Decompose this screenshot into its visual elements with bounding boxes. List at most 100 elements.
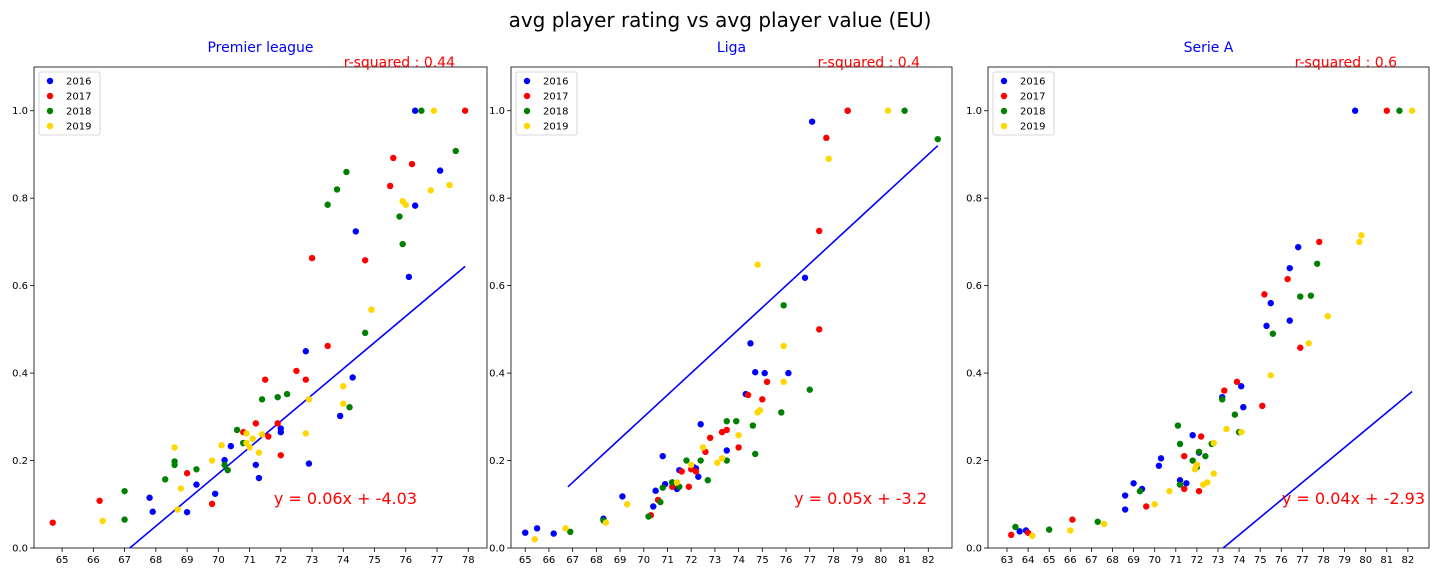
premier-league-point-2019 [446,181,453,189]
liga-point-2017 [678,468,685,475]
liga-point-2017 [744,391,752,399]
liga-axes-frame [510,66,953,549]
premier-league-point-2019 [243,430,250,437]
premier-league-legend-label-2019: 2019 [66,122,91,133]
premier-league-legend-marker-2016 [46,77,54,85]
liga-point-2018 [669,479,676,486]
serie-a-point-2018 [1045,526,1053,533]
premier-league-point-2016 [411,107,419,114]
liga-point-2017 [823,134,830,142]
serie-a-point-2017 [1316,238,1323,246]
liga-x-tick-label: 79 [851,555,864,566]
liga-point-2019 [562,525,569,532]
premier-league-point-2017 [277,452,285,459]
premier-league-x-tick-label: 72 [274,555,287,566]
liga-legend-label-2019: 2019 [543,122,568,133]
serie-a-point-2016 [1286,264,1293,272]
liga-point-2018 [659,484,666,491]
liga-point-2017 [685,483,693,490]
serie-a-x-tick-label: 69 [1127,555,1140,566]
premier-league-point-2016 [405,273,413,281]
liga-point-2018 [683,457,690,464]
premier-league-point-2019 [218,442,225,449]
premier-league-x-tick-label: 76 [399,555,412,566]
liga-title: Liga [717,40,746,56]
premier-league-x-tick-label: 74 [337,555,350,566]
premier-league-point-2017 [265,433,272,440]
premier-league-legend: 2016 2017 2018 2019 [38,71,101,136]
serie-a-point-2016 [1183,480,1190,487]
serie-a-point-2016 [1157,455,1165,462]
serie-a-point-2016 [1121,506,1129,513]
premier-league-x-tick-label: 69 [181,555,194,566]
liga-point-2019 [780,378,787,386]
premier-league-point-2016 [227,442,235,450]
premier-league-point-2018 [224,466,231,474]
premier-league-point-2016 [193,481,200,488]
liga-point-2019 [687,461,695,469]
liga-point-2017 [759,396,766,403]
liga-point-2018 [749,422,757,429]
liga-point-2019 [623,501,631,508]
serie-a-point-2019 [1324,313,1331,320]
serie-a-point-2017 [1259,402,1266,410]
liga-x-tick-label: 77 [803,555,816,566]
liga-point-2019 [531,536,538,543]
liga-point-2016 [785,369,792,377]
liga-x-tick-label: 76 [780,555,793,566]
liga-x-tick-label: 73 [709,555,722,566]
premier-league-point-2019 [258,431,266,438]
liga-point-2019 [602,519,610,526]
premier-league-point-2017 [408,160,416,168]
premier-league-point-2018 [171,461,178,469]
liga-point-2019 [754,261,761,268]
serie-a-point-2019 [1029,532,1036,539]
serie-a-legend-marker-2017 [1000,92,1008,100]
serie-a-x-tick-label: 64 [1022,555,1035,566]
liga-point-2016 [801,274,809,281]
premier-league-x-tick-label: 68 [149,555,162,566]
serie-a-point-2019 [1408,107,1416,114]
premier-league-point-2017 [293,367,300,375]
serie-a-legend-box [992,71,1055,136]
serie-a-y-tick-label: 0.4 [966,369,982,380]
serie-a-point-2016 [1155,462,1163,469]
liga-point-2016 [761,369,768,377]
serie-a-point-2017 [1195,487,1203,495]
serie-a-x-tick-label: 65 [1043,555,1056,566]
premier-league-point-2016 [252,461,260,469]
premier-league-point-2018 [333,186,341,193]
premier-league-point-2017 [261,376,269,383]
premier-league-y-tick-label: 0.2 [12,456,28,467]
liga-point-2017 [763,378,771,386]
liga-point-2019 [825,155,832,163]
premier-league-point-2016 [336,412,344,420]
liga-point-2019 [884,107,892,114]
serie-a-point-2016 [1130,480,1137,487]
serie-a-point-2017 [1181,452,1188,460]
serie-a-point-2019 [1193,461,1201,469]
premier-league-legend-marker-2019 [46,122,54,130]
serie-a-point-2018 [1269,330,1277,337]
liga-point-2019 [699,444,707,451]
premier-league-point-2016 [305,460,313,467]
liga-point-2016 [723,447,730,454]
premier-league-x-tick-label: 65 [56,555,69,566]
premier-league-x-tick-label: 75 [368,555,381,566]
liga-point-2017 [844,107,851,114]
serie-a-point-2019 [1204,479,1211,486]
premier-league-point-2019 [171,444,178,451]
liga-point-2018 [723,417,730,425]
serie-a-point-2017 [1143,503,1150,510]
premier-league-x-tick-label: 73 [306,555,319,566]
serie-a-x-tick-label: 81 [1380,555,1393,566]
premier-league-rsquared-label: r-squared : 0.44 [344,55,455,71]
premier-league-point-2019 [208,457,216,464]
serie-a-point-2016 [1286,317,1293,324]
premier-league-point-2019 [340,383,347,390]
premier-league-point-2019 [430,107,438,114]
serie-a-axes-frame [987,66,1430,549]
premier-league-legend-label-2018: 2018 [66,107,91,118]
premier-league-point-2016 [212,490,219,497]
liga-point-2017 [706,434,714,442]
